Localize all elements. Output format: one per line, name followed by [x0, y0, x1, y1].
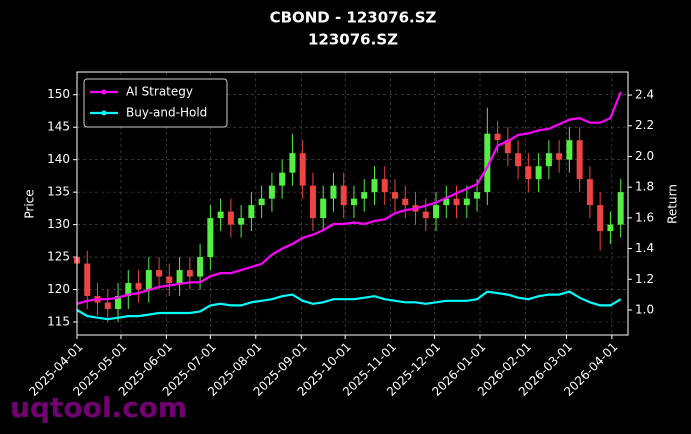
candle-body	[238, 218, 245, 225]
candle-body	[525, 166, 532, 180]
y2-tick-label: 2.4	[635, 88, 654, 102]
plot-frame	[76, 71, 629, 336]
watermark: uqtool.com	[10, 391, 187, 424]
candle-body	[504, 140, 511, 154]
candle-body	[576, 140, 583, 180]
y-tick-label: 150	[47, 87, 70, 101]
candle-body	[453, 198, 460, 206]
candle-body	[586, 179, 593, 206]
y2-tick-label: 1.6	[635, 210, 654, 224]
y-tick-label: 115	[47, 315, 70, 329]
candle-body	[268, 185, 275, 199]
candle-body	[115, 296, 122, 310]
y2-tick-label: 1.4	[635, 241, 654, 255]
candle-body	[545, 153, 552, 167]
candle-body	[515, 153, 522, 167]
candle-body	[309, 185, 316, 219]
return-line	[76, 91, 622, 305]
candle-body	[402, 198, 409, 206]
candle-body	[433, 205, 440, 219]
candle-body	[391, 192, 398, 199]
candle-body	[494, 133, 501, 141]
candle-body	[597, 205, 604, 232]
candle-body	[258, 198, 265, 206]
candle-body	[371, 179, 378, 193]
candle-body	[381, 179, 388, 193]
candle-body	[166, 276, 173, 284]
y-tick-label: 145	[47, 120, 70, 134]
candle-body	[289, 153, 296, 173]
candle-body	[135, 283, 142, 290]
legend-label: AI Strategy	[126, 85, 193, 99]
y2-tick-label: 1.8	[635, 180, 654, 194]
candle-body	[350, 198, 357, 206]
y-tick-label: 125	[47, 250, 70, 264]
candle-body	[125, 283, 132, 297]
y-tick-label: 135	[47, 185, 70, 199]
y2-tick-label: 2.0	[635, 149, 654, 163]
candle-body	[361, 192, 368, 199]
y2-tick-label: 1.2	[635, 272, 654, 286]
y2-axis-label: Return	[666, 184, 680, 224]
candle-body	[340, 185, 347, 206]
candle-body	[330, 185, 337, 199]
candle-body	[217, 211, 224, 219]
candle-body	[320, 198, 327, 219]
chart-subtitle: 123076.SZ	[308, 31, 398, 49]
candle-body	[422, 211, 429, 219]
candle-body	[176, 270, 183, 284]
candle-body	[84, 263, 91, 297]
candle-body	[484, 133, 491, 193]
candle-body	[556, 153, 563, 160]
candle-body	[443, 198, 450, 206]
y-tick-label: 140	[47, 152, 70, 166]
y-tick-label: 120	[47, 282, 70, 296]
y-axis-label: Price	[23, 189, 37, 218]
candle-body	[197, 257, 204, 277]
y2-tick-label: 1.0	[635, 302, 654, 316]
candle-body	[566, 140, 573, 160]
return-line	[76, 290, 622, 321]
candle-body	[463, 198, 470, 206]
candle-body	[617, 192, 624, 225]
candle-body	[145, 270, 152, 290]
legend-marker	[101, 89, 107, 95]
candle-body	[299, 153, 306, 186]
candle-body	[279, 172, 286, 186]
candle-body	[248, 205, 255, 219]
candle-body	[186, 270, 193, 277]
legend-label: Buy-and-Hold	[126, 106, 207, 120]
candle-body	[607, 224, 614, 232]
legend-box	[83, 78, 228, 128]
candle-body	[474, 192, 481, 199]
candle-body	[535, 166, 542, 180]
candle-body	[227, 211, 234, 225]
candle-body	[156, 270, 163, 277]
legend-marker	[101, 110, 107, 116]
y2-tick-label: 2.2	[635, 118, 654, 132]
candle-body	[207, 218, 214, 258]
chart-title: CBOND - 123076.SZ	[270, 9, 437, 27]
candle-body	[104, 302, 111, 310]
y-tick-label: 130	[47, 217, 70, 231]
